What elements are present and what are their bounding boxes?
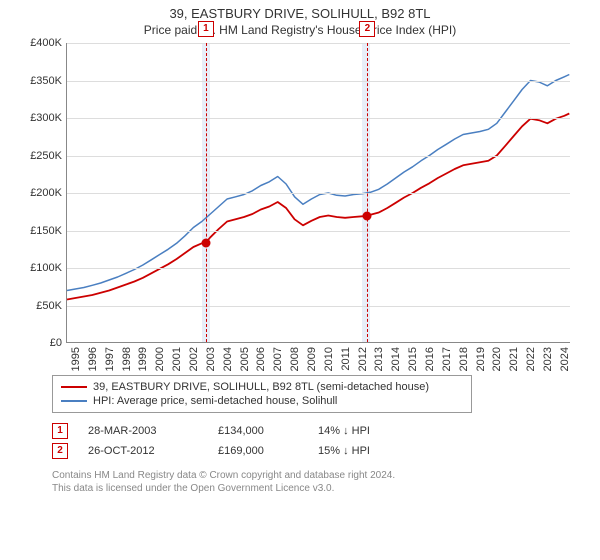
x-axis-tick-label: 1995: [70, 347, 82, 371]
legend-label: 39, EASTBURY DRIVE, SOLIHULL, B92 8TL (s…: [93, 381, 429, 393]
gridline: [67, 306, 570, 307]
sale-marker-line: [206, 43, 207, 342]
legend-row: HPI: Average price, semi-detached house,…: [61, 394, 463, 408]
legend-label: HPI: Average price, semi-detached house,…: [93, 395, 337, 407]
figure-container: 39, EASTBURY DRIVE, SOLIHULL, B92 8TL Pr…: [0, 0, 600, 560]
footer-line: Contains HM Land Registry data © Crown c…: [52, 469, 588, 482]
x-axis-tick-label: 2009: [306, 347, 318, 371]
x-axis-tick-label: 1999: [137, 347, 149, 371]
sale-index-box: 2: [52, 443, 68, 459]
chart-subtitle: Price paid vs. HM Land Registry's House …: [12, 23, 588, 37]
sale-pct-vs-hpi: 14% ↓ HPI: [318, 425, 418, 437]
chart-title: 39, EASTBURY DRIVE, SOLIHULL, B92 8TL: [12, 6, 588, 21]
x-axis-tick-label: 2007: [272, 347, 284, 371]
x-axis-tick-label: 2016: [424, 347, 436, 371]
x-axis-tick-label: 2018: [458, 347, 470, 371]
x-axis-tick-label: 2023: [542, 347, 554, 371]
x-axis-tick-label: 2001: [171, 347, 183, 371]
legend-box: 39, EASTBURY DRIVE, SOLIHULL, B92 8TL (s…: [52, 375, 472, 413]
sale-pct-vs-hpi: 15% ↓ HPI: [318, 445, 418, 457]
x-axis-tick-label: 2021: [508, 347, 520, 371]
y-axis-tick-label: £150K: [18, 225, 62, 237]
series-line-property: [67, 114, 569, 300]
footer-line: This data is licensed under the Open Gov…: [52, 482, 588, 495]
x-axis-tick-label: 2014: [390, 347, 402, 371]
x-axis-tick-label: 2008: [289, 347, 301, 371]
sale-row: 2 26-OCT-2012 £169,000 15% ↓ HPI: [52, 441, 588, 461]
legend-swatch: [61, 400, 87, 402]
x-axis-tick-label: 2012: [357, 347, 369, 371]
y-axis-tick-label: £300K: [18, 112, 62, 124]
sales-table: 1 28-MAR-2003 £134,000 14% ↓ HPI 2 26-OCT-201…: [52, 421, 588, 461]
sale-price: £169,000: [218, 445, 298, 457]
x-axis-tick-label: 2000: [154, 347, 166, 371]
x-axis-tick-label: 2017: [441, 347, 453, 371]
legend-swatch: [61, 386, 87, 388]
y-axis-tick-label: £200K: [18, 187, 62, 199]
gridline: [67, 43, 570, 44]
sale-index-box: 1: [52, 423, 68, 439]
gridline: [67, 193, 570, 194]
y-axis-tick-label: £250K: [18, 150, 62, 162]
x-axis-tick-label: 1997: [104, 347, 116, 371]
x-axis-tick-label: 2002: [188, 347, 200, 371]
x-axis-tick-label: 2022: [525, 347, 537, 371]
x-axis-tick-label: 2015: [407, 347, 419, 371]
sale-marker-dot: [201, 238, 210, 247]
y-axis-tick-label: £350K: [18, 75, 62, 87]
x-axis-tick-label: 2010: [323, 347, 335, 371]
sale-date: 26-OCT-2012: [88, 445, 198, 457]
sale-marker-dot: [363, 212, 372, 221]
series-line-hpi: [67, 75, 569, 291]
y-axis-tick-label: £50K: [18, 300, 62, 312]
chart-area: 12 £0£50K£100K£150K£200K£250K£300K£350K£…: [18, 43, 578, 373]
gridline: [67, 231, 570, 232]
x-axis-tick-label: 2019: [475, 347, 487, 371]
x-axis-tick-label: 2011: [340, 347, 352, 371]
x-axis-tick-label: 1996: [87, 347, 99, 371]
x-axis-tick-label: 2013: [373, 347, 385, 371]
attribution-footer: Contains HM Land Registry data © Crown c…: [52, 469, 588, 495]
sale-date: 28-MAR-2003: [88, 425, 198, 437]
gridline: [67, 268, 570, 269]
x-axis-tick-label: 2024: [559, 347, 571, 371]
y-axis-tick-label: £100K: [18, 262, 62, 274]
y-axis-tick-label: £400K: [18, 37, 62, 49]
gridline: [67, 156, 570, 157]
y-axis-tick-label: £0: [18, 337, 62, 349]
x-axis-tick-label: 1998: [121, 347, 133, 371]
x-axis-tick-label: 2020: [491, 347, 503, 371]
gridline: [67, 118, 570, 119]
plot-region: 12: [66, 43, 570, 343]
sale-marker-index: 2: [359, 21, 375, 37]
sale-marker-line: [367, 43, 368, 342]
x-axis-tick-label: 2004: [222, 347, 234, 371]
gridline: [67, 81, 570, 82]
x-axis-tick-label: 2006: [255, 347, 267, 371]
x-axis-tick-label: 2005: [239, 347, 251, 371]
sale-row: 1 28-MAR-2003 £134,000 14% ↓ HPI: [52, 421, 588, 441]
legend-row: 39, EASTBURY DRIVE, SOLIHULL, B92 8TL (s…: [61, 380, 463, 394]
x-axis-tick-label: 2003: [205, 347, 217, 371]
sale-price: £134,000: [218, 425, 298, 437]
sale-marker-index: 1: [198, 21, 214, 37]
